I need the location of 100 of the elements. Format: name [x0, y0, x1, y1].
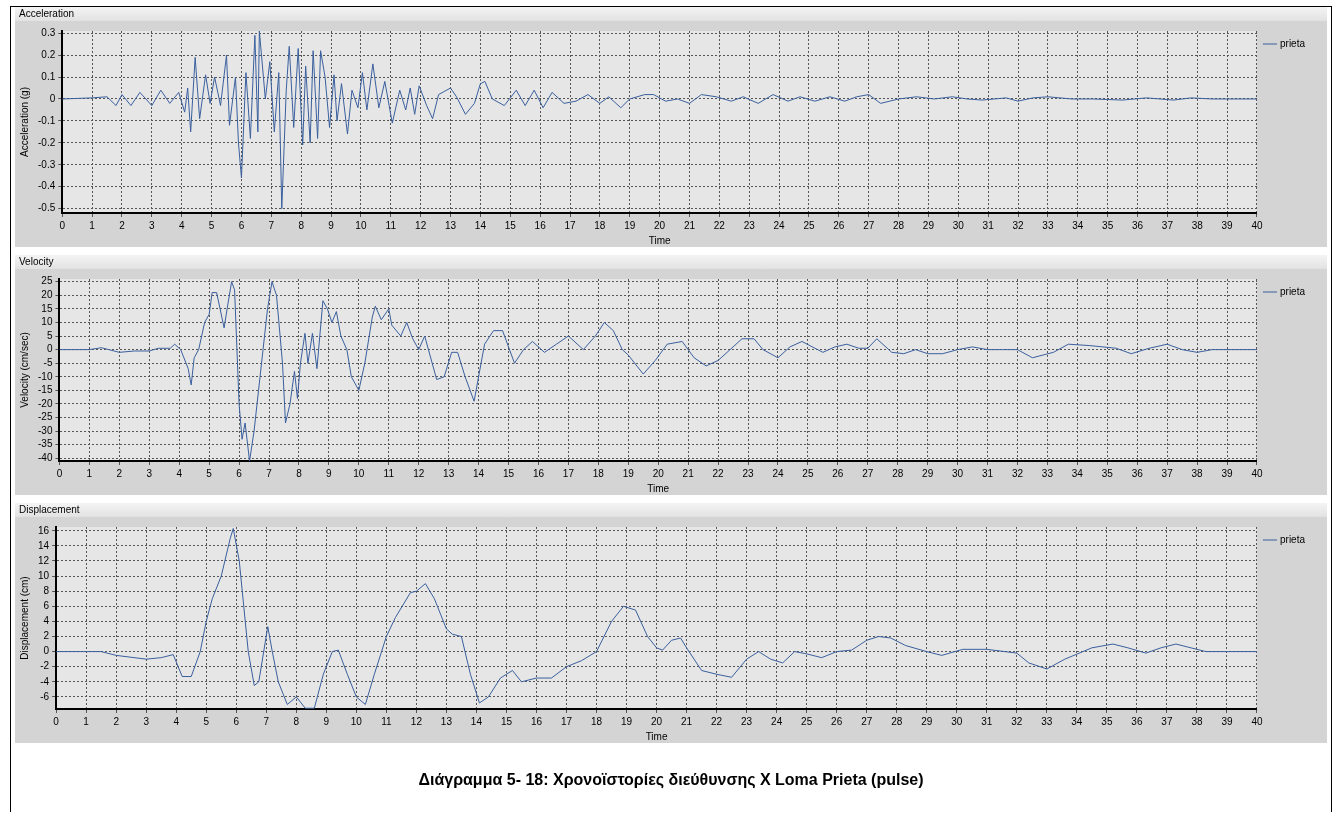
chart-title: Velocity	[15, 255, 1327, 269]
y-tick-label: 20	[41, 289, 53, 301]
y-tick-label: -0.2	[38, 136, 56, 148]
x-tick-label: 37	[1161, 219, 1174, 231]
y-axis-title: Acceleration (g)	[18, 86, 30, 158]
x-tick-label: 10	[350, 715, 363, 727]
y-tick-label: -30	[38, 424, 53, 436]
y-tick-label: 10	[41, 316, 53, 328]
y-tick-label: 14	[38, 539, 50, 551]
legend-label: prieta	[1279, 533, 1306, 545]
x-tick-label: 19	[622, 467, 635, 479]
y-axis-title: Displacement (cm)	[18, 576, 30, 660]
x-tick-label: 35	[1101, 715, 1113, 727]
legend-label: prieta	[1279, 37, 1306, 49]
x-tick-label: 39	[1221, 467, 1234, 479]
x-tick-label: 21	[683, 219, 696, 231]
x-tick-label: 32	[1012, 219, 1025, 231]
x-tick-label: 26	[833, 219, 845, 231]
x-tick-label: 11	[385, 219, 397, 231]
x-tick-label: 10	[353, 467, 365, 479]
x-tick-label: 33	[1041, 467, 1054, 479]
x-tick-label: 19	[620, 715, 633, 727]
x-tick-label: 28	[893, 219, 905, 231]
x-tick-label: 38	[1191, 715, 1203, 727]
x-tick-label: 9	[326, 467, 333, 479]
x-tick-label: 25	[803, 219, 815, 231]
x-tick-label: 29	[922, 219, 935, 231]
y-tick-label: -10	[38, 370, 53, 382]
x-tick-label: 29	[921, 715, 933, 727]
x-tick-label: 32	[1011, 467, 1024, 479]
x-tick-label: 35	[1102, 219, 1114, 231]
x-tick-label: 8	[296, 467, 303, 479]
y-tick-label: -6	[40, 690, 50, 702]
y-tick-label: 0	[43, 645, 50, 657]
x-tick-label: 22	[712, 467, 725, 479]
x-tick-label: 13	[440, 715, 453, 727]
x-tick-label: 15	[500, 715, 513, 727]
x-tick-label: 20	[654, 219, 666, 231]
x-tick-label: 9	[328, 219, 335, 231]
x-tick-label: 31	[982, 219, 995, 231]
x-tick-label: 14	[474, 219, 487, 231]
x-tick-label: 12	[413, 467, 425, 479]
x-tick-label: 31	[981, 715, 993, 727]
x-tick-label: 18	[594, 219, 606, 231]
y-tick-label: 16	[38, 524, 50, 536]
x-tick-label: 23	[743, 219, 756, 231]
y-tick-label: 0	[46, 343, 53, 355]
x-tick-label: 5	[203, 715, 210, 727]
x-tick-label: 28	[891, 715, 903, 727]
x-tick-label: 36	[1131, 219, 1144, 231]
x-tick-label: 36	[1131, 467, 1144, 479]
x-tick-label: 20	[652, 467, 665, 479]
y-tick-label: 2	[43, 630, 50, 642]
x-tick-label: 1	[89, 219, 96, 231]
y-tick-label: -4	[40, 675, 50, 687]
x-tick-label: 3	[149, 219, 156, 231]
y-tick-label: -15	[38, 384, 53, 396]
x-tick-label: 34	[1071, 715, 1083, 727]
x-tick-label: 3	[146, 467, 153, 479]
legend-label: prieta	[1279, 285, 1306, 297]
x-tick-label: 10	[355, 219, 367, 231]
x-tick-label: 26	[831, 715, 843, 727]
x-tick-label: 34	[1071, 467, 1084, 479]
x-tick-label: 9	[323, 715, 330, 727]
chart-title: Displacement	[15, 503, 1327, 517]
x-tick-label: 39	[1221, 219, 1234, 231]
x-tick-label: 4	[178, 219, 185, 231]
x-tick-label: 22	[713, 219, 726, 231]
x-tick-label: 1	[83, 715, 90, 727]
y-tick-label: 15	[41, 302, 53, 314]
x-tick-label: 40	[1251, 219, 1263, 231]
x-tick-label: 21	[682, 467, 695, 479]
x-tick-label: 1	[86, 467, 93, 479]
x-tick-label: 8	[298, 219, 305, 231]
x-tick-label: 14	[470, 715, 483, 727]
x-tick-label: 11	[383, 467, 395, 479]
x-tick-label: 19	[624, 219, 636, 231]
x-tick-label: 13	[444, 219, 457, 231]
x-tick-label: 7	[268, 219, 275, 231]
x-tick-label: 14	[473, 467, 485, 479]
x-tick-label: 30	[952, 467, 964, 479]
y-tick-label: -2	[40, 660, 50, 672]
y-tick-label: -5	[43, 356, 53, 368]
x-tick-label: 27	[863, 219, 875, 231]
x-tick-label: 2	[116, 467, 123, 479]
x-tick-label: 24	[771, 715, 783, 727]
x-tick-label: 6	[236, 467, 243, 479]
x-tick-label: 17	[560, 715, 573, 727]
x-tick-label: 21	[681, 715, 693, 727]
y-tick-label: 10	[38, 569, 50, 581]
x-tick-label: 23	[742, 467, 755, 479]
y-tick-label: 4	[43, 615, 50, 627]
x-tick-label: 13	[443, 467, 455, 479]
x-tick-label: 11	[381, 715, 392, 727]
x-tick-label: 15	[502, 467, 515, 479]
x-tick-label: 22	[711, 715, 723, 727]
x-tick-label: 25	[801, 715, 813, 727]
y-tick-label: 0.3	[41, 26, 56, 38]
y-tick-label: -40	[38, 452, 53, 464]
x-tick-label: 5	[206, 467, 213, 479]
